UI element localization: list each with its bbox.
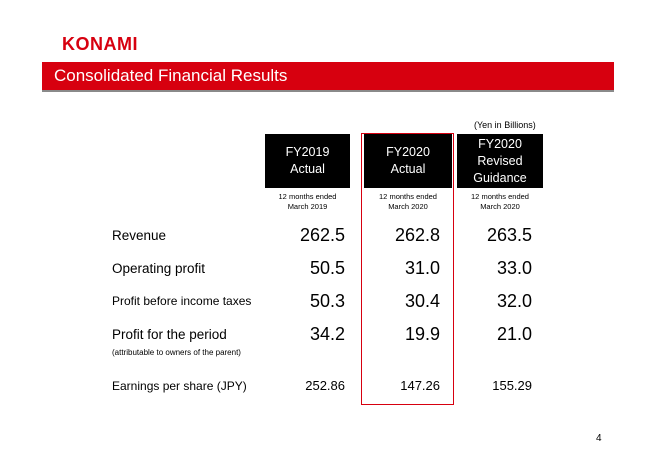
cell-value: 252.86 — [305, 378, 345, 393]
column-title: Revised — [477, 153, 523, 168]
cell-value: 19.9 — [404, 324, 440, 344]
column-title: FY2019 — [285, 145, 330, 159]
column-header: FY2019 Actual — [265, 134, 350, 188]
column-period: 12 months ended March 2020 — [364, 192, 452, 212]
highlight-box — [361, 133, 454, 405]
row-label: Profit for the period — [112, 327, 227, 342]
cell-value: 262.8 — [394, 225, 440, 245]
cell-value: 34.2 — [309, 324, 345, 344]
period-line: March 2019 — [287, 202, 328, 211]
cell-value: 147.26 — [400, 378, 440, 393]
cell-value: 262.5 — [299, 225, 345, 245]
column-title: FY2020 — [478, 136, 522, 151]
cell-value: 32.0 — [496, 291, 532, 311]
row-note: (attributable to owners of the parent) — [112, 348, 241, 357]
period-line: 12 months ended — [471, 192, 529, 201]
cell-value: 30.4 — [404, 291, 440, 311]
column-header: FY2020 Actual — [364, 134, 452, 188]
column-header: FY2020 Revised Guidance — [457, 134, 543, 188]
column-title: Actual — [290, 162, 325, 176]
cell-value: 50.5 — [309, 258, 345, 278]
column-title: Actual — [390, 162, 426, 176]
cell-value: 50.3 — [309, 291, 345, 311]
period-line: 12 months ended — [379, 192, 437, 201]
logo: KONAMI — [62, 34, 138, 54]
cell-value: 21.0 — [496, 324, 532, 344]
slide-title: Consolidated Financial Results — [54, 66, 288, 85]
cell-value: 33.0 — [496, 258, 532, 278]
column-period: 12 months ended March 2020 — [457, 192, 543, 212]
title-bar: Consolidated Financial Results — [42, 62, 614, 92]
column-title: Guidance — [473, 170, 527, 185]
cell-value: 263.5 — [486, 225, 532, 245]
page-number: 4 — [596, 433, 602, 444]
period-line: March 2020 — [388, 202, 428, 211]
row-label: Profit before income taxes — [112, 294, 252, 308]
row-label: Operating profit — [112, 261, 206, 276]
row-label: Revenue — [112, 228, 167, 243]
column-title: FY2020 — [386, 145, 430, 159]
period-line: March 2020 — [480, 202, 520, 211]
row-label: Earnings per share (JPY) — [112, 379, 247, 393]
cell-value: 155.29 — [492, 378, 532, 393]
cell-value: 31.0 — [404, 258, 440, 278]
unit-note: (Yen in Billions) — [474, 120, 536, 130]
period-line: 12 months ended — [278, 192, 337, 201]
column-period: 12 months ended March 2019 — [265, 192, 350, 212]
